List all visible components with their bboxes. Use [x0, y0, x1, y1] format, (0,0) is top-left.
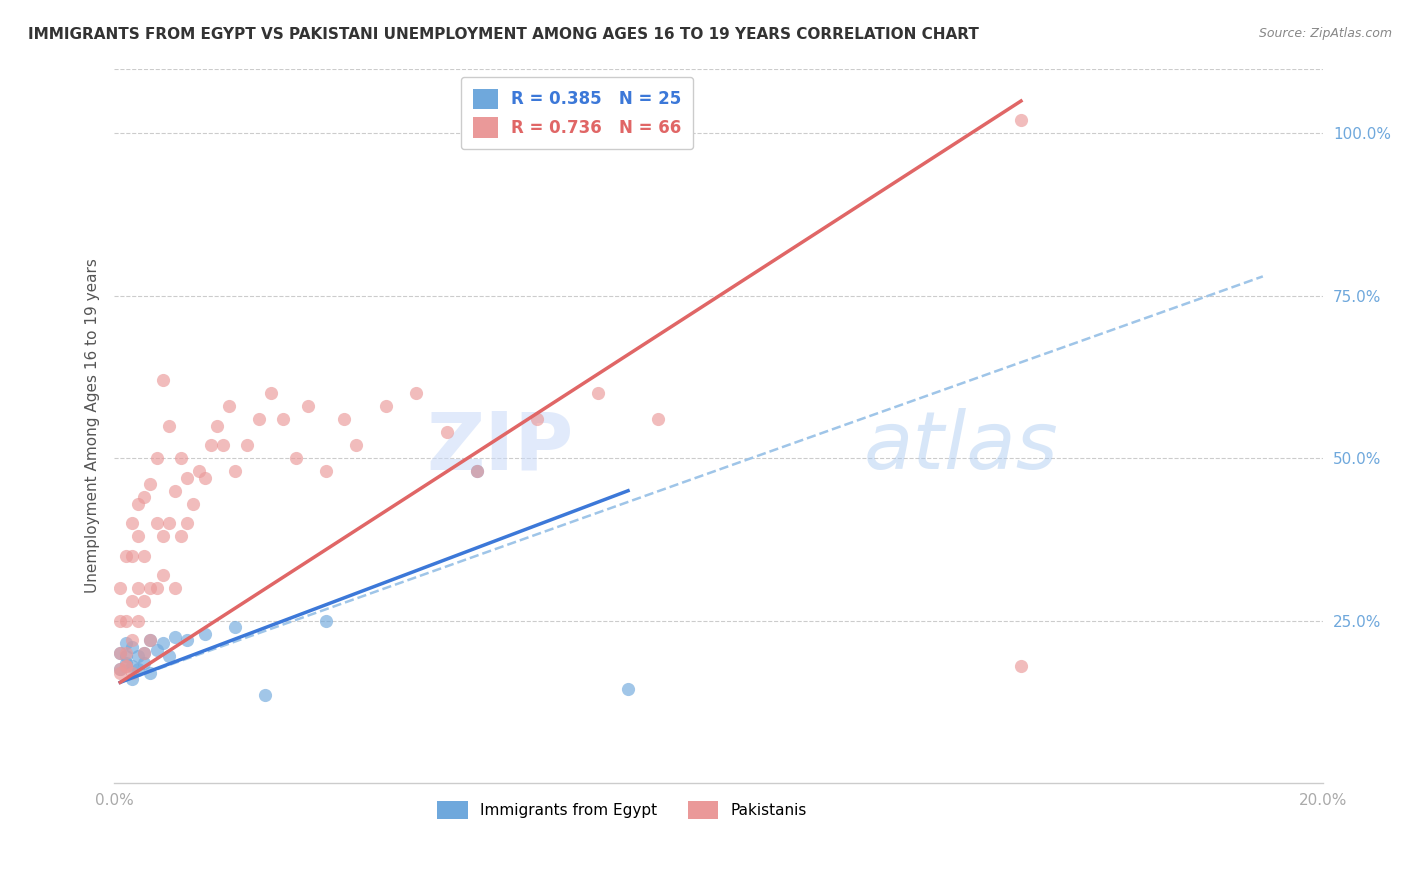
Point	[224, 620, 246, 634]
Point	[127, 614, 149, 628]
Point	[170, 529, 193, 543]
Point	[194, 471, 217, 485]
Point	[115, 636, 138, 650]
Point	[344, 438, 367, 452]
Point	[465, 464, 488, 478]
Y-axis label: Unemployment Among Ages 16 to 19 years: Unemployment Among Ages 16 to 19 years	[86, 259, 100, 593]
Point	[152, 636, 174, 650]
Point	[333, 412, 356, 426]
Point	[297, 399, 319, 413]
Point	[127, 649, 149, 664]
Point	[375, 399, 398, 413]
Point	[152, 373, 174, 387]
Point	[586, 386, 609, 401]
Point	[110, 662, 132, 676]
Point	[465, 464, 488, 478]
Text: Source: ZipAtlas.com: Source: ZipAtlas.com	[1258, 27, 1392, 40]
Point	[145, 516, 167, 531]
Point	[115, 646, 138, 660]
Point	[218, 399, 240, 413]
Point	[176, 633, 198, 648]
Point	[127, 662, 149, 676]
Point	[212, 438, 235, 452]
Text: ZIP: ZIP	[426, 409, 574, 486]
Point	[121, 516, 143, 531]
Point	[273, 412, 295, 426]
Point	[115, 549, 138, 563]
Point	[110, 646, 132, 660]
Point	[284, 451, 307, 466]
Point	[157, 418, 180, 433]
Point	[110, 665, 132, 680]
Point	[315, 464, 337, 478]
Point	[315, 614, 337, 628]
Point	[157, 516, 180, 531]
Point	[121, 665, 143, 680]
Point	[163, 581, 186, 595]
Point	[647, 412, 669, 426]
Point	[205, 418, 228, 433]
Point	[134, 549, 156, 563]
Point	[236, 438, 259, 452]
Point	[176, 471, 198, 485]
Point	[115, 659, 138, 673]
Point	[110, 662, 132, 676]
Point	[121, 640, 143, 654]
Point	[139, 665, 162, 680]
Point	[145, 581, 167, 595]
Point	[139, 633, 162, 648]
Point	[139, 581, 162, 595]
Point	[1010, 113, 1032, 128]
Point	[163, 630, 186, 644]
Point	[260, 386, 283, 401]
Point	[115, 649, 138, 664]
Point	[115, 656, 138, 670]
Point	[127, 497, 149, 511]
Text: IMMIGRANTS FROM EGYPT VS PAKISTANI UNEMPLOYMENT AMONG AGES 16 TO 19 YEARS CORREL: IMMIGRANTS FROM EGYPT VS PAKISTANI UNEMP…	[28, 27, 979, 42]
Point	[115, 659, 138, 673]
Point	[145, 643, 167, 657]
Point	[110, 581, 132, 595]
Point	[200, 438, 222, 452]
Point	[127, 581, 149, 595]
Legend: Immigrants from Egypt, Pakistanis: Immigrants from Egypt, Pakistanis	[432, 795, 813, 825]
Point	[134, 646, 156, 660]
Point	[152, 529, 174, 543]
Point	[436, 425, 458, 440]
Point	[127, 529, 149, 543]
Point	[176, 516, 198, 531]
Point	[187, 464, 209, 478]
Point	[115, 614, 138, 628]
Point	[617, 681, 640, 696]
Point	[152, 568, 174, 582]
Point	[224, 464, 246, 478]
Point	[110, 614, 132, 628]
Point	[157, 649, 180, 664]
Point	[194, 626, 217, 640]
Point	[121, 549, 143, 563]
Point	[139, 477, 162, 491]
Point	[145, 451, 167, 466]
Point	[110, 646, 132, 660]
Point	[1010, 659, 1032, 673]
Point	[121, 672, 143, 686]
Point	[134, 656, 156, 670]
Point	[163, 483, 186, 498]
Point	[134, 594, 156, 608]
Point	[526, 412, 548, 426]
Point	[121, 594, 143, 608]
Point	[134, 490, 156, 504]
Text: atlas: atlas	[863, 409, 1059, 486]
Point	[121, 659, 143, 673]
Point	[134, 646, 156, 660]
Point	[254, 689, 277, 703]
Point	[405, 386, 427, 401]
Point	[121, 633, 143, 648]
Point	[247, 412, 270, 426]
Point	[181, 497, 204, 511]
Point	[139, 633, 162, 648]
Point	[170, 451, 193, 466]
